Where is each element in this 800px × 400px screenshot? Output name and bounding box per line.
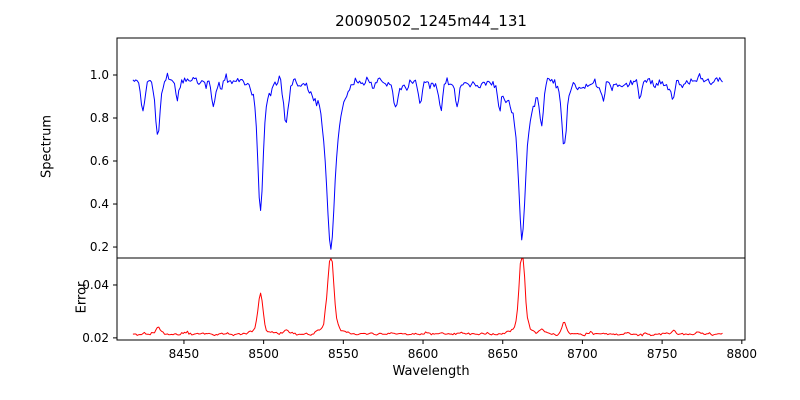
error-panel-frame [116,257,746,341]
spectrum-line [132,72,723,250]
x-tick-label: 8600 [407,347,439,361]
x-axis-label: Wavelength [392,364,470,379]
x-tick-label: 8700 [567,347,598,361]
y-tick-label-error: 0.04 [82,277,109,292]
error-line [132,258,723,337]
y-tick-label-spectrum: 1.0 [89,67,109,82]
y-tick-label-spectrum: 0.8 [89,111,109,125]
y-tick-label-error: 0.02 [82,330,109,345]
y-tick-label-spectrum: 0.2 [89,240,109,255]
spectrum-panel-frame [116,37,746,259]
x-tick-label: 8550 [328,347,359,361]
y-axis-label-spectrum: Spectrum [39,115,55,178]
x-tick-label: 8500 [248,347,279,361]
x-tick-label: 8750 [646,347,678,361]
y-tick-label-spectrum: 0.6 [89,154,109,168]
x-tick-label: 8650 [487,347,518,361]
y-tick-label-spectrum: 0.4 [89,197,109,212]
x-tick-label: 8450 [168,347,200,361]
x-tick-label: 8800 [726,347,758,361]
chart-title: 20090502_1245m44_131 [335,12,527,30]
